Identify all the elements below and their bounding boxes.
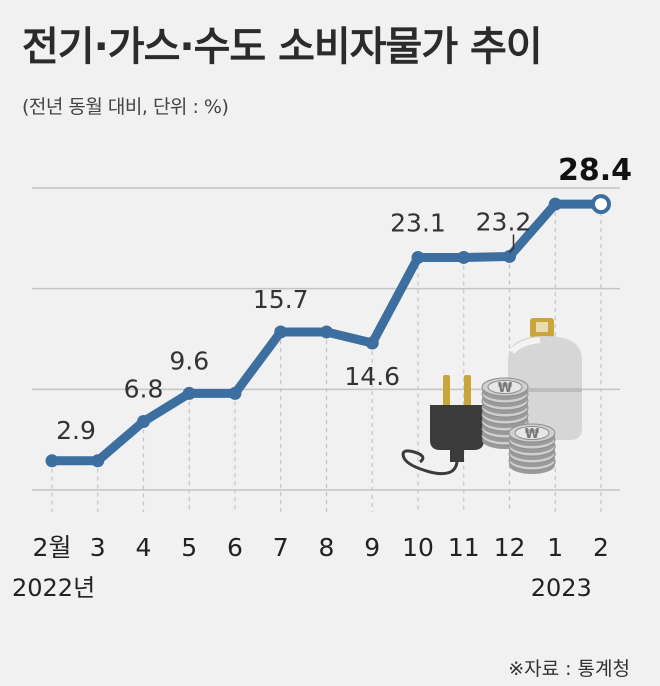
x-tick-label: 11 (448, 533, 480, 562)
data-label: 9.6 (169, 346, 209, 375)
won-symbol: ₩ (525, 427, 540, 442)
x-tick-label: 12 (494, 533, 526, 562)
x-tick-label: 5 (181, 533, 197, 562)
data-label: 28.4 (558, 153, 632, 188)
x-tick-label: 6 (227, 533, 243, 562)
coin-face (487, 380, 523, 394)
chart-subtitle: (전년 동월 대비, 단위 : %) (22, 96, 229, 118)
coin-face (514, 426, 550, 440)
data-point (591, 194, 611, 215)
x-tick-label: 9 (364, 533, 380, 562)
x-axis-ticks: 2월 3 4 5 6 7 8 9 10 11 12 1 2 (33, 533, 609, 562)
won-symbol: ₩ (498, 381, 513, 396)
source-note: ※자료 : 통계청 (508, 658, 630, 680)
year-label: 2023 (531, 574, 592, 602)
data-labels: 2.9 6.89.6 15.7 14.6 23.1 23.2 28.4 (56, 153, 632, 445)
data-point (320, 325, 333, 339)
utility-illustration: ₩ ₩ (401, 318, 582, 476)
electric-plug-icon (401, 375, 484, 476)
won-coin-stack-icon: ₩ ₩ (481, 377, 556, 474)
x-tick-label: 10 (402, 533, 434, 562)
x-tick-label: 1 (547, 533, 563, 562)
data-point (365, 336, 379, 350)
data-point (91, 454, 105, 468)
x-tick-label: 3 (90, 533, 106, 562)
data-label: 15.7 (253, 285, 309, 314)
data-point (457, 250, 471, 264)
label-leader (508, 234, 515, 253)
year-label: 2022년 (12, 574, 95, 602)
data-point (411, 250, 425, 264)
data-point (45, 454, 59, 468)
data-label: 6.8 (124, 375, 164, 404)
data-point (503, 249, 516, 263)
data-label: 23.1 (390, 208, 446, 237)
data-point (137, 415, 150, 429)
year-labels: 2022년 2023 (12, 574, 592, 602)
x-tick-label: 7 (273, 533, 289, 562)
page-title: 전기·가스·수도 소비자물가 추이 (22, 24, 543, 70)
data-point (182, 386, 196, 400)
data-points (45, 194, 611, 468)
data-label: 2.9 (56, 416, 96, 445)
x-tick-label: 4 (136, 533, 152, 562)
x-tick-label: 8 (319, 533, 335, 562)
data-point (228, 386, 242, 400)
data-label: 14.6 (344, 362, 400, 391)
data-label: 23.2 (476, 207, 532, 236)
x-tick-label: 2월 (33, 533, 72, 562)
data-point (548, 197, 562, 211)
x-tick-label: 2 (593, 533, 609, 562)
data-point (274, 325, 288, 339)
vertical-guides (51, 204, 602, 512)
